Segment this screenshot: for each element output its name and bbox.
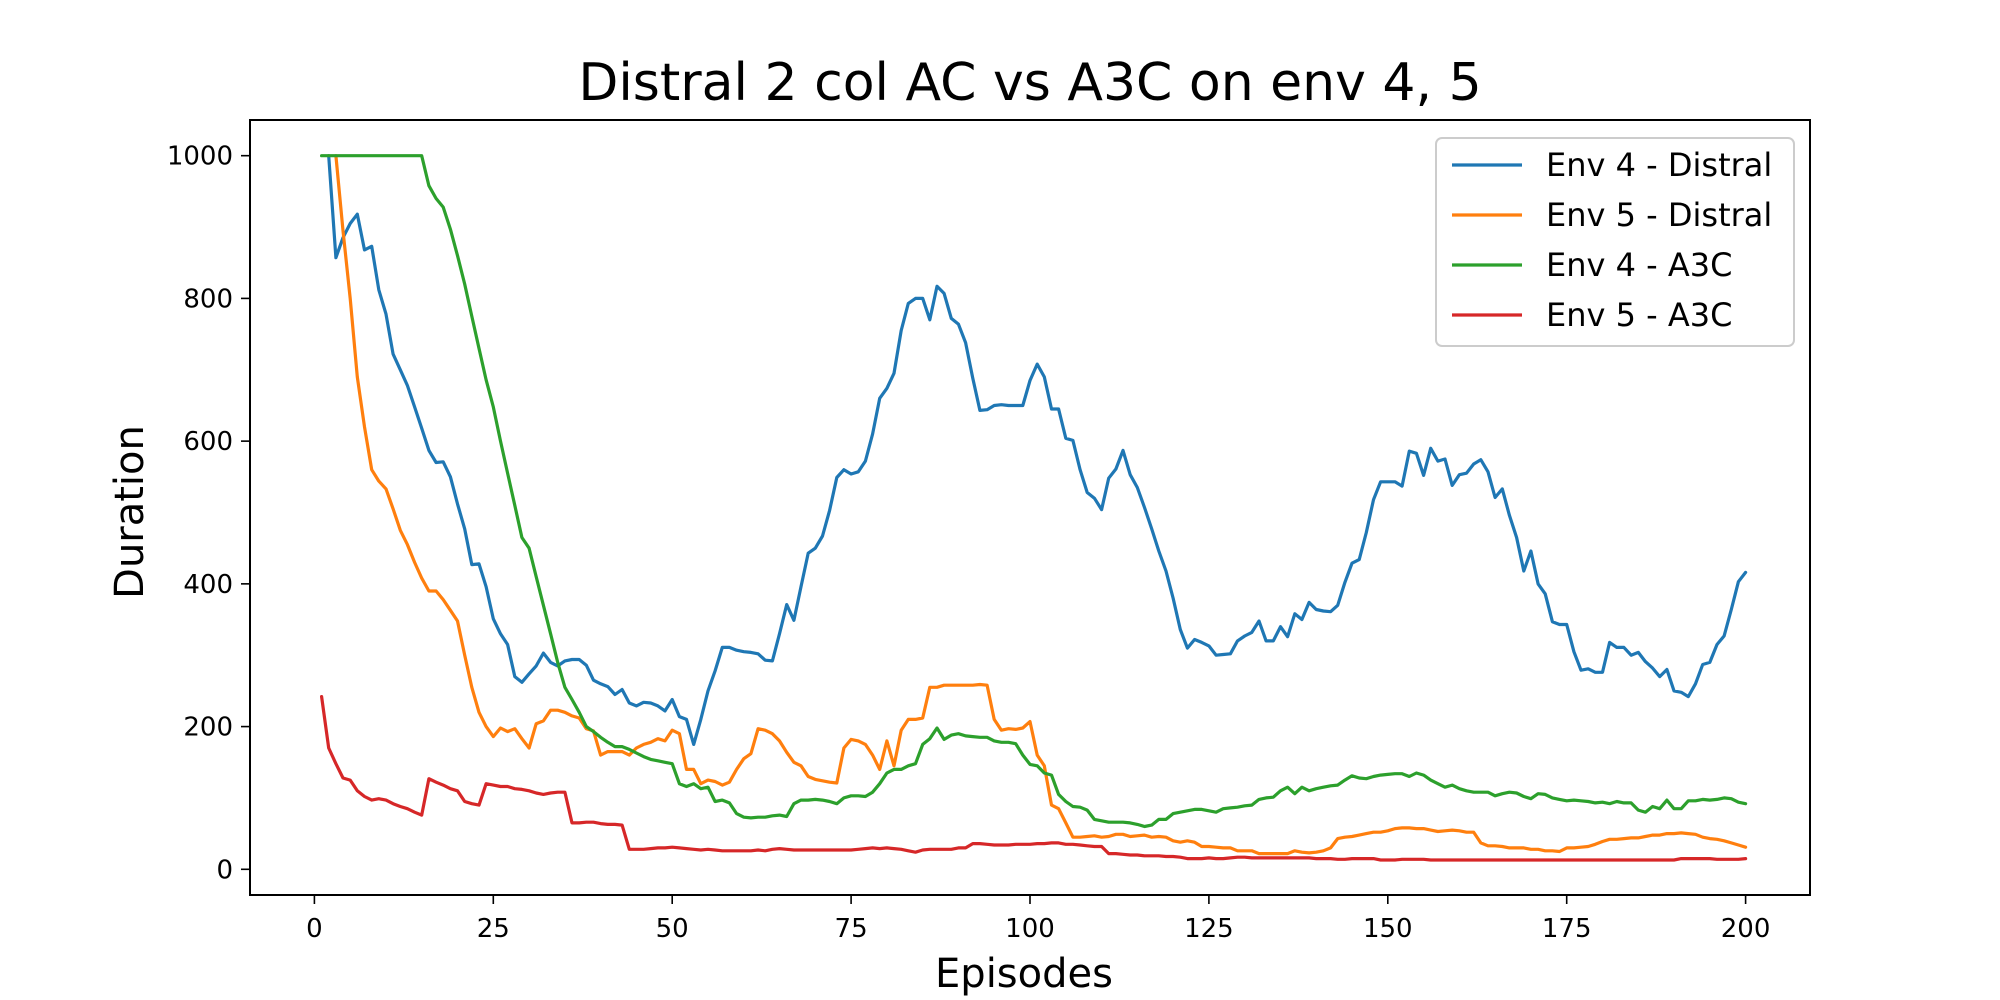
x-tick-label: 200 [1721,914,1771,944]
y-tick-label: 800 [183,284,233,314]
x-tick-label: 150 [1363,914,1413,944]
x-axis: 0 25 50 75 100 125 150 175 200 [306,895,1770,944]
y-tick-label: 1000 [167,142,233,172]
x-tick-label: 75 [835,914,868,944]
series-line-2 [334,154,1748,856]
x-tick-label: 125 [1184,914,1234,944]
series-line-3 [320,154,1748,829]
legend-box [1435,137,1795,347]
series-line-4 [320,695,1748,862]
legend-label-2: Env 5 - Distral [1546,196,1772,234]
chart-title: Distral 2 col AC vs A3C on env 4, 5 [578,53,1481,113]
y-tick-label: 400 [183,570,233,600]
x-tick-label: 100 [1005,914,1055,944]
x-tick-label: 50 [656,914,689,944]
plot-lines [320,154,1748,862]
y-tick-label: 200 [183,713,233,743]
legend-label-3: Env 4 - A3C [1546,246,1732,284]
y-tick-label: 0 [216,855,233,885]
y-axis-label: Duration [107,425,153,599]
x-axis-label: Episodes [935,951,1113,997]
legend-label-1: Env 4 - Distral [1546,146,1772,184]
x-tick-label: 175 [1542,914,1592,944]
series-line-1 [327,154,1748,746]
x-tick-label: 25 [477,914,510,944]
legend: Env 4 - Distral Env 5 - Distral Env 4 - A3… [1435,137,1795,347]
legend-label-4: Env 5 - A3C [1546,296,1732,334]
y-tick-label: 600 [183,427,233,457]
x-tick-label: 0 [306,914,323,944]
y-axis: 0 200 400 600 800 1000 [167,142,250,885]
